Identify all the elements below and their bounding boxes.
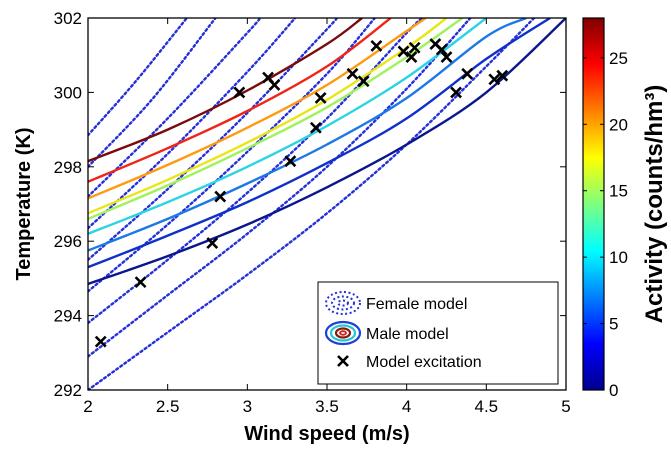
x-axis-label: Wind speed (m/s) <box>244 423 409 445</box>
legend-box <box>317 281 559 385</box>
colorbar: 0 5 10 15 20 25 Activity (counts/hm³) <box>582 17 668 400</box>
male-contour-1 <box>88 18 551 269</box>
y-axis-label: Temperature (K) <box>13 128 35 281</box>
excitation-point-10 <box>346 67 359 80</box>
x-tick-label-4: 4 <box>402 397 411 416</box>
legend: Female model Male model Model excitation <box>317 281 559 385</box>
excitation-point-9 <box>314 92 327 104</box>
female-contour-8 <box>88 18 188 137</box>
x-axis-ticks: 2 2.5 3 3.5 4 4.5 5 <box>83 18 571 416</box>
excitation-point-12 <box>370 39 383 52</box>
male-contour-8 <box>88 18 363 163</box>
x-tick-label-6: 5 <box>561 397 570 416</box>
y-tick-label-5: 302 <box>54 9 82 28</box>
excitation-point-7 <box>284 155 297 168</box>
excitation-point-6 <box>268 79 281 91</box>
excitation-markers <box>94 38 509 348</box>
excitation-point-18 <box>440 51 453 63</box>
excitation-point-2 <box>206 237 219 249</box>
colorbar-label: Activity (counts/hm³) <box>641 85 668 324</box>
y-tick-label-3: 298 <box>54 158 82 177</box>
excitation-point-15 <box>408 41 421 54</box>
x-tick-label-1: 2.5 <box>156 397 180 416</box>
legend-male-label: Male model <box>366 326 449 343</box>
excitation-point-1 <box>134 276 147 289</box>
excitation-point-8 <box>309 121 322 134</box>
colorbar-tick-label-2: 10 <box>609 248 628 267</box>
male-contour-7 <box>88 18 392 183</box>
y-tick-label-4: 300 <box>54 83 82 102</box>
x-tick-label-2: 3 <box>243 397 252 416</box>
excitation-point-20 <box>461 67 474 80</box>
female-contours <box>88 18 536 390</box>
female-contour-5 <box>88 18 297 230</box>
colorbar-tick-label-1: 5 <box>609 315 618 334</box>
excitation-point-22 <box>496 69 509 82</box>
female-contour-0 <box>88 18 536 390</box>
y-tick-label-0: 292 <box>54 381 82 400</box>
female-contour-1 <box>88 18 472 358</box>
colorbar-tick-label-0: 0 <box>609 381 618 400</box>
colorbar-tick-label-5: 25 <box>609 49 628 68</box>
male-contour-6 <box>88 18 427 200</box>
y-tick-label-2: 296 <box>54 232 82 251</box>
y-axis-ticks: 292 294 296 298 300 302 <box>54 9 566 400</box>
x-tick-label-5: 4.5 <box>475 397 499 416</box>
colorbar-ticks: 0 5 10 15 20 25 <box>583 49 628 400</box>
legend-female-swatch <box>325 291 361 315</box>
legend-excitation-label: Model excitation <box>366 354 482 371</box>
excitation-point-13 <box>397 45 410 58</box>
excitation-point-17 <box>435 43 448 56</box>
colorbar-tick-label-4: 20 <box>609 115 628 134</box>
female-contour-6 <box>88 18 262 198</box>
colorbar-gradient <box>582 17 605 391</box>
excitation-point-21 <box>488 73 501 86</box>
excitation-point-19 <box>450 86 462 99</box>
female-contour-4 <box>88 18 338 261</box>
excitation-point-3 <box>214 190 227 203</box>
female-contour-3 <box>88 18 376 293</box>
male-contour-0 <box>88 18 566 286</box>
female-contour-2 <box>88 18 424 325</box>
male-contour-2 <box>88 18 527 252</box>
male-contour-3 <box>88 18 488 235</box>
legend-female-label: Female model <box>366 296 467 313</box>
excitation-point-14 <box>405 51 418 63</box>
legend-excitation-marker <box>337 355 349 367</box>
female-contour-7 <box>88 18 217 168</box>
excitation-point-0 <box>94 335 107 348</box>
x-tick-label-3: 3.5 <box>315 397 339 416</box>
excitation-point-4 <box>233 86 246 99</box>
excitation-point-11 <box>357 75 370 88</box>
y-tick-label-1: 294 <box>54 307 82 326</box>
colorbar-tick-label-3: 15 <box>609 182 628 201</box>
legend-male-swatch <box>324 320 362 346</box>
x-tick-label-0: 2 <box>83 397 92 416</box>
